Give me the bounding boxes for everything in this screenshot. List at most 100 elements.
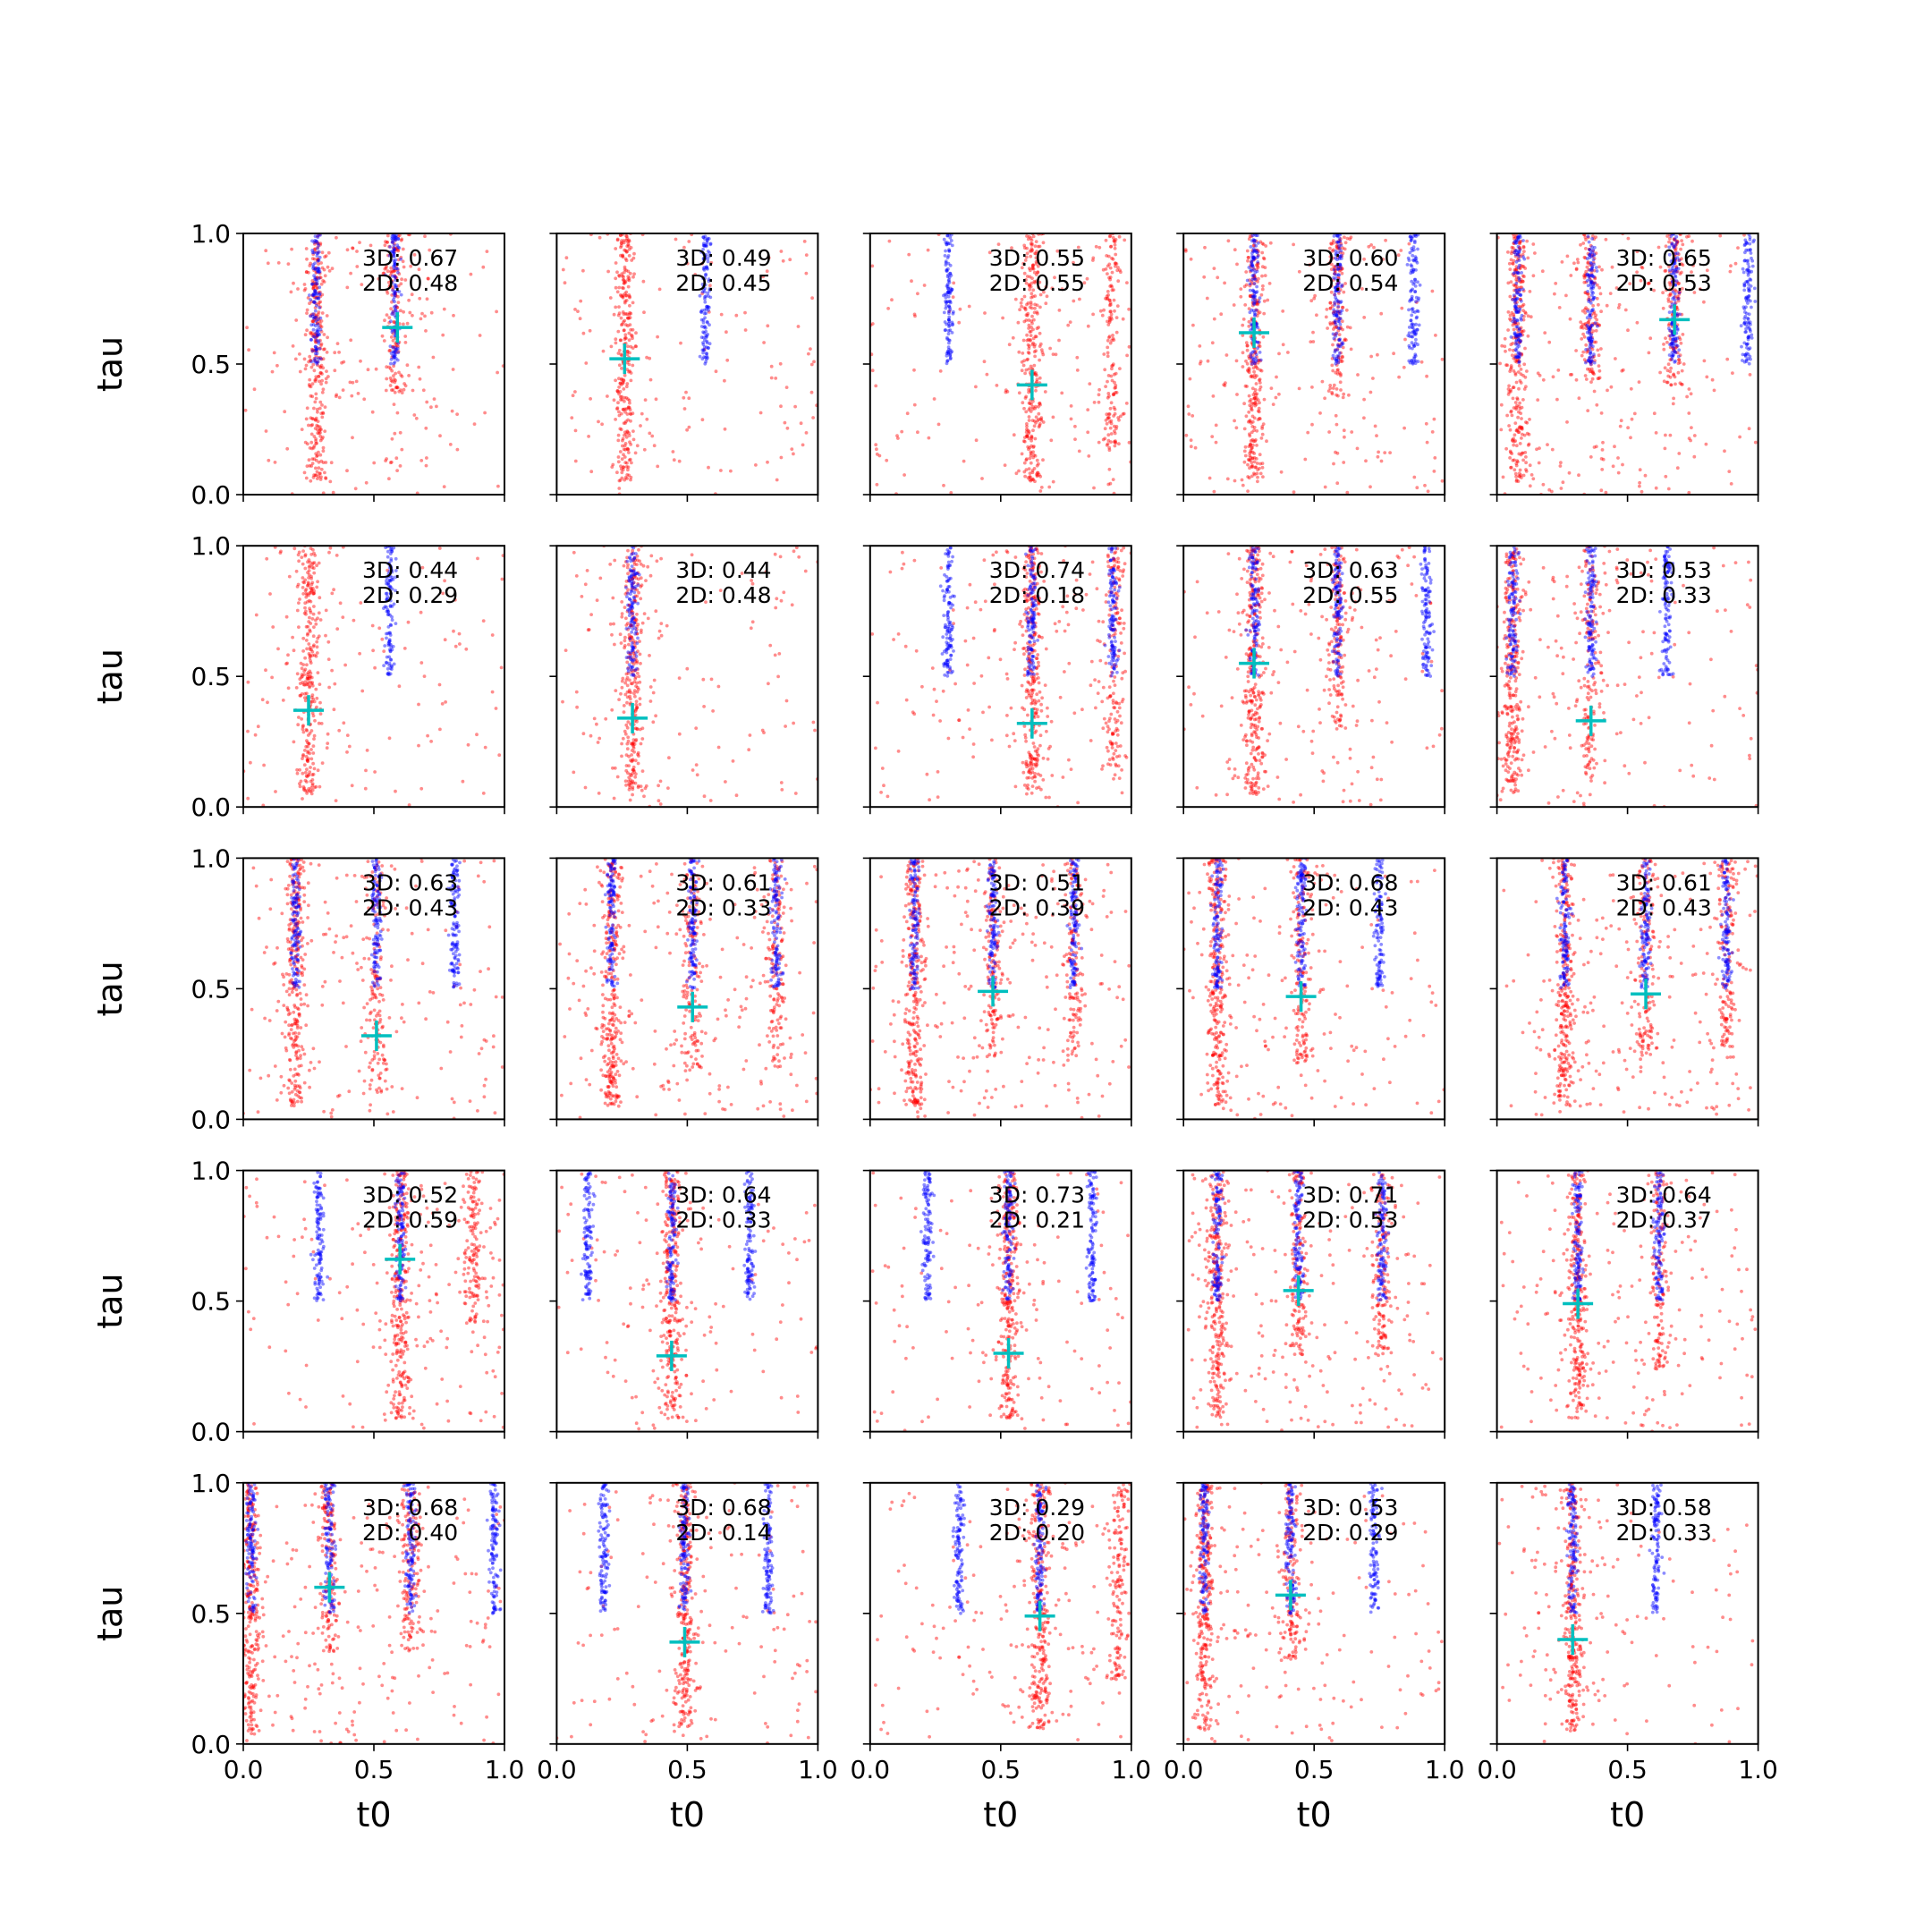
blue-point — [1748, 238, 1752, 242]
red-point — [625, 234, 629, 239]
red-point — [389, 279, 393, 284]
red-point — [1189, 445, 1193, 449]
red-point — [1026, 343, 1030, 347]
red-point — [797, 555, 801, 559]
blue-point — [390, 550, 394, 554]
red-point — [1692, 291, 1697, 294]
red-point — [1514, 479, 1519, 483]
blue-point — [388, 578, 392, 582]
red-point — [1086, 324, 1090, 328]
red-point — [303, 606, 307, 610]
blue-point — [388, 579, 393, 583]
blue-point — [391, 274, 394, 278]
blue-point — [1517, 234, 1521, 239]
blue-point — [315, 282, 319, 286]
blue-point — [703, 300, 708, 304]
red-point — [1524, 470, 1529, 473]
red-point — [403, 335, 408, 338]
blue-point — [1407, 326, 1411, 329]
blue-point — [1678, 312, 1682, 317]
red-point — [1242, 427, 1247, 431]
blue-point — [702, 242, 706, 246]
blue-point — [313, 301, 317, 305]
red-point — [1558, 464, 1563, 468]
blue-point — [1334, 313, 1338, 318]
red-point — [1517, 356, 1521, 360]
red-point — [1258, 344, 1262, 349]
red-point — [1518, 407, 1522, 411]
red-point — [1035, 379, 1038, 384]
blue-point — [704, 253, 708, 257]
blue-point — [1512, 271, 1516, 275]
blue-point — [1250, 264, 1254, 267]
blue-point — [1249, 322, 1253, 326]
red-point — [1550, 447, 1555, 452]
red-point — [441, 591, 445, 596]
red-point — [631, 346, 635, 350]
red-point — [1251, 402, 1256, 406]
red-point — [1257, 359, 1260, 362]
blue-point — [1742, 341, 1747, 345]
red-point — [401, 259, 405, 264]
red-point — [294, 569, 299, 573]
red-point — [639, 562, 643, 566]
red-point — [1589, 369, 1593, 373]
red-point — [1257, 358, 1261, 362]
red-point — [624, 435, 629, 439]
red-point — [1113, 246, 1117, 250]
red-point — [1025, 434, 1030, 438]
blue-point — [1748, 235, 1752, 240]
red-point — [1028, 456, 1032, 461]
red-point — [1049, 438, 1054, 443]
red-point — [1032, 445, 1036, 448]
red-point — [1584, 326, 1589, 331]
red-point — [1255, 428, 1259, 433]
red-point — [1591, 260, 1596, 265]
red-point — [1252, 472, 1257, 477]
red-point — [271, 625, 275, 629]
red-point — [285, 446, 290, 451]
blue-point — [318, 346, 322, 351]
red-point — [1252, 452, 1257, 455]
blue-point — [1332, 313, 1336, 318]
red-point — [1507, 424, 1511, 428]
red-point — [1551, 375, 1555, 379]
red-point — [1687, 234, 1691, 238]
red-point — [1256, 298, 1260, 302]
red-point — [302, 580, 307, 585]
red-point — [1343, 241, 1348, 245]
red-point — [614, 285, 618, 290]
red-point — [1013, 297, 1018, 301]
blue-point — [387, 253, 392, 258]
red-point — [1040, 351, 1045, 354]
red-point — [1592, 237, 1597, 242]
blue-point — [310, 349, 315, 353]
red-point — [385, 289, 389, 293]
blue-point — [390, 547, 394, 552]
red-point — [1574, 267, 1579, 271]
red-point — [782, 590, 786, 595]
red-point — [561, 267, 565, 272]
blue-point — [1674, 251, 1677, 256]
red-point — [417, 743, 420, 748]
blue-point — [1411, 326, 1415, 330]
red-point — [303, 789, 308, 792]
red-point — [1597, 323, 1602, 327]
red-point — [311, 634, 316, 639]
blue-point — [950, 331, 954, 335]
red-point — [1025, 435, 1029, 438]
red-point — [1256, 266, 1260, 269]
red-point — [1519, 277, 1523, 282]
red-point — [1024, 255, 1029, 259]
red-point — [1588, 252, 1592, 257]
red-point — [1520, 329, 1523, 334]
red-point — [616, 352, 621, 355]
red-point — [1030, 276, 1034, 280]
red-point — [1256, 261, 1259, 266]
red-point — [1583, 291, 1588, 295]
blue-point — [393, 334, 397, 338]
red-point — [1021, 401, 1025, 405]
red-point — [1086, 430, 1090, 435]
blue-point — [1589, 274, 1594, 277]
red-point — [804, 431, 809, 435]
